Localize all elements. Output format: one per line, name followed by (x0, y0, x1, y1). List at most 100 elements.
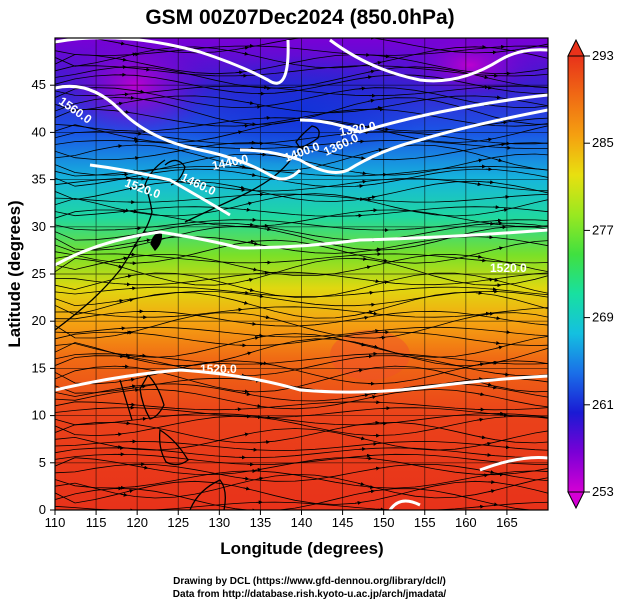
x-tick-label: 130 (208, 515, 230, 530)
contour-label: 1520.0 (200, 362, 237, 376)
streamline (55, 453, 548, 465)
colorbar-tick-label: 253 (592, 484, 614, 499)
wind-arrow (134, 226, 142, 231)
wind-arrow (376, 148, 383, 152)
wind-arrow (257, 294, 264, 299)
streamline (55, 292, 548, 319)
wind-arrow (383, 54, 390, 59)
wind-arrow (490, 385, 498, 390)
wind-arrow (242, 45, 249, 50)
contour-1520 (89, 163, 231, 217)
wind-arrow (503, 445, 510, 450)
streamline (55, 470, 548, 489)
wind-arrow (118, 41, 126, 46)
streamline (55, 286, 548, 298)
wind-arrow (360, 256, 368, 261)
x-tick-label: 160 (455, 515, 477, 530)
streamline (55, 271, 548, 286)
plot-area: 1560.0 1520.0 1460.0 1440.0 1400.0 1360.… (55, 38, 548, 510)
wind-arrow (364, 453, 372, 458)
y-tick-label: 10 (32, 408, 46, 423)
wind-arrow (356, 368, 364, 373)
wind-arrow (239, 187, 246, 192)
streamline (55, 355, 548, 377)
contour-1320 (329, 38, 548, 83)
wind-arrow (500, 120, 508, 125)
streamline (55, 46, 548, 69)
wind-arrow (477, 504, 485, 509)
colorbar-top-arrow (567, 38, 585, 57)
wind-arrow (369, 395, 377, 400)
wind-arrow (249, 321, 257, 326)
wind-arrow (141, 230, 149, 235)
streamline (55, 407, 548, 418)
streamline (55, 463, 548, 482)
streamline (55, 360, 548, 385)
wind-arrow (256, 476, 264, 481)
wind-arrow (250, 267, 258, 272)
streamline (55, 108, 548, 127)
wind-arrow (135, 131, 143, 136)
wind-arrow (475, 290, 483, 295)
wind-arrow (144, 238, 151, 243)
y-tick-label: 20 (32, 313, 46, 328)
y-tick-label: 15 (32, 360, 46, 375)
wind-arrow (120, 256, 128, 261)
wind-streamlines (55, 38, 548, 510)
wind-arrow (496, 246, 504, 251)
streamline (55, 415, 548, 437)
wind-arrow (132, 156, 140, 161)
wind-arrow (247, 222, 255, 227)
streamline (55, 180, 548, 202)
streamline (55, 193, 548, 203)
streamline (55, 193, 548, 217)
wind-arrow (380, 421, 388, 426)
wind-arrow (362, 393, 369, 398)
wind-arrow (483, 311, 491, 316)
wind-arrow (374, 247, 382, 252)
streamline (55, 85, 548, 97)
wind-arrow (247, 288, 255, 292)
x-tick-label: 145 (332, 515, 354, 530)
streamline (55, 38, 548, 54)
wind-arrow (476, 417, 484, 422)
wind-arrow (481, 75, 489, 80)
wind-arrow (365, 75, 373, 80)
streamline (55, 447, 548, 459)
wind-arrow (238, 185, 245, 190)
wind-arrow (493, 341, 501, 346)
wind-arrow (491, 277, 499, 282)
wind-arrow (239, 164, 247, 169)
wind-arrow (260, 361, 268, 366)
wind-arrow (120, 57, 127, 62)
contour-label: 1520.0 (490, 261, 527, 275)
wind-arrow (128, 402, 136, 407)
wind-arrow (137, 89, 145, 94)
wind-arrow (488, 489, 496, 494)
wind-arrow (488, 480, 496, 485)
wind-arrow (242, 432, 250, 437)
wind-arrow (373, 466, 381, 471)
colorbar-gradient (567, 55, 585, 493)
streamline (55, 177, 548, 192)
x-axis: 110 115 120 125 130 135 140 145 150 155 160 165 (45, 510, 518, 530)
wind-arrow (356, 183, 364, 188)
contour-bottom (388, 499, 421, 510)
wind-arrow (372, 279, 380, 284)
x-tick-label: 125 (167, 515, 189, 530)
streamline (55, 254, 548, 276)
wind-arrow (358, 156, 366, 161)
wind-arrow (129, 52, 137, 57)
wind-arrow (367, 290, 374, 295)
wind-arrow (366, 354, 373, 359)
streamline (55, 501, 548, 510)
streamline (55, 338, 548, 367)
wind-arrow (499, 225, 507, 230)
x-tick-label: 110 (45, 515, 66, 530)
wind-arrow (382, 127, 390, 132)
wind-arrow (495, 158, 503, 163)
wind-arrow (360, 171, 367, 176)
wind-arrow (115, 264, 123, 269)
wind-arrow (368, 489, 375, 494)
wind-arrow (491, 502, 499, 507)
